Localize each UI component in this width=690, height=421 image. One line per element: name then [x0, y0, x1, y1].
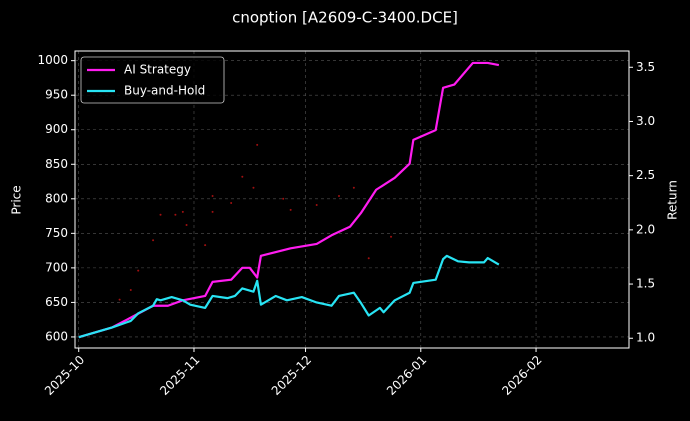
- y-tick-label: 650: [45, 295, 68, 309]
- y2-tick-label: 1.5: [636, 277, 655, 291]
- line: [78, 61, 500, 339]
- y2-tick-label: 3.0: [636, 114, 655, 128]
- chart-title: cnoption [A2609-C-3400.DCE]: [232, 9, 458, 27]
- y-tick-label: 700: [45, 260, 68, 274]
- price-point: [174, 213, 177, 216]
- price-point: [181, 210, 184, 213]
- price-point: [129, 288, 132, 291]
- price-point: [211, 210, 214, 213]
- line: [78, 254, 500, 339]
- plot-frame: [74, 50, 630, 349]
- y2-tick-label: 2.0: [636, 222, 655, 236]
- price-point: [204, 244, 207, 247]
- price-point: [367, 257, 370, 260]
- y-tick-label: 750: [45, 226, 68, 240]
- legend-label: AI Strategy: [124, 63, 191, 77]
- y-tick-label: 950: [45, 88, 68, 102]
- y-tick-label: 900: [45, 122, 68, 136]
- price-point: [211, 195, 214, 198]
- price-point: [241, 175, 244, 178]
- price-point: [390, 235, 393, 238]
- price-point: [230, 201, 233, 204]
- y-tick-label: 800: [45, 191, 68, 205]
- legend-box: [80, 56, 225, 104]
- price-point: [252, 186, 255, 189]
- price-point: [118, 298, 121, 301]
- y-tick-label: 850: [45, 157, 68, 171]
- y2-axis-label: Return: [666, 180, 680, 220]
- y2-tick-label: 1.0: [636, 331, 655, 345]
- price-point: [315, 204, 318, 207]
- y-axis-label: Price: [10, 185, 24, 214]
- price-point: [152, 239, 155, 242]
- price-point: [137, 269, 140, 272]
- y-tick-label: 1000: [37, 53, 68, 67]
- price-point: [256, 143, 259, 146]
- y2-tick-label: 2.5: [636, 168, 655, 182]
- price-point: [159, 213, 162, 216]
- price-point: [337, 195, 340, 198]
- y2-tick-label: 3.5: [636, 60, 655, 74]
- price-point: [289, 208, 292, 211]
- price-point: [352, 186, 355, 189]
- price-point: [185, 224, 188, 227]
- y-tick-label: 600: [45, 329, 68, 343]
- legend-label: Buy-and-Hold: [124, 84, 205, 98]
- price-point: [282, 197, 285, 200]
